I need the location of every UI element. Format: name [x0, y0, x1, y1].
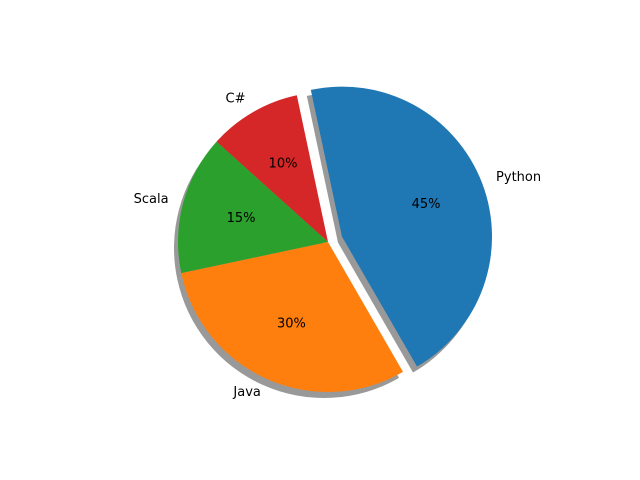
slice-label-scala: Scala: [134, 192, 169, 207]
slice-label-python: Python: [496, 170, 541, 185]
slices: [178, 86, 493, 393]
pie-slice-scala: [178, 141, 328, 274]
slice-label-c-sharp: C#: [226, 92, 246, 107]
labels: Python 45% C# 10% Scala 15% Java 30%: [134, 92, 541, 401]
pie-slice-java: [181, 242, 403, 393]
slice-percent-c-sharp: 10%: [269, 157, 298, 172]
slice-percent-java: 30%: [277, 317, 306, 332]
slice-percent-scala: 15%: [227, 211, 256, 226]
pie-slice-c-sharp: [216, 95, 328, 242]
slice-percent-python: 45%: [412, 197, 441, 212]
slice-label-java: Java: [232, 385, 260, 400]
pie-slice-python: [310, 86, 493, 367]
